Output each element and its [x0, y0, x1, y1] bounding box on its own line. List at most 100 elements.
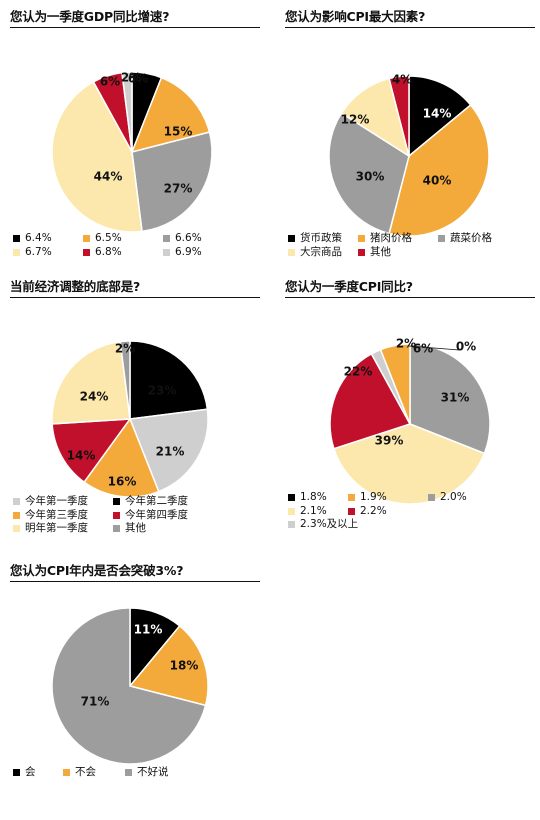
pie-slice-2 — [130, 76, 211, 154]
legend-item: 2.1% — [288, 505, 348, 519]
slice-data-label: 14% — [67, 449, 96, 463]
pie-slice-4 — [51, 80, 143, 233]
legend-row: 明年第一季度 其他 — [13, 522, 258, 536]
legend: 今年第一季度 今年第二季度 今年第三季度 今年第四季度 明年第一季度 其他 — [13, 495, 258, 536]
legend-item: 明年第一季度 — [13, 522, 113, 536]
legend-label: 不好说 — [137, 766, 169, 778]
pie-slice-3 — [83, 417, 160, 498]
pie-slice-2 — [388, 103, 490, 237]
slice-data-label: 30% — [356, 170, 385, 184]
slice-data-label: 14% — [423, 107, 452, 121]
legend-swatch — [163, 235, 170, 243]
slice-data-label: 71% — [81, 695, 110, 709]
legend-swatch — [113, 511, 120, 519]
legend-swatch — [113, 498, 120, 506]
legend-item: 6.5% — [83, 232, 163, 246]
legend-item: 不好说 — [125, 766, 205, 780]
slice-data-label: 16% — [108, 475, 137, 489]
legend-row: 1.8% 1.9% 2.0% — [288, 491, 533, 505]
pie-slice-4 — [51, 418, 132, 484]
legend: 会 不会 不好说 — [13, 766, 258, 780]
legend-swatch — [438, 235, 445, 243]
pie-slice-3 — [131, 131, 213, 233]
legend-label: 明年第一季度 — [25, 522, 88, 534]
legend-swatch — [125, 769, 132, 777]
slice-data-label: 40% — [423, 174, 452, 188]
legend-label: 1.9% — [360, 491, 387, 503]
legend-label: 6.5% — [95, 232, 122, 244]
legend-label: 其他 — [125, 522, 146, 534]
chart-title: 当前经济调整的底部是? — [10, 276, 260, 298]
pie-slice-1 — [409, 343, 491, 455]
legend-item: 6.9% — [163, 246, 233, 260]
legend-label: 货币政策 — [300, 232, 342, 244]
legend-item: 其他 — [358, 246, 438, 260]
legend-swatch — [113, 525, 120, 533]
slice-data-label: 6% — [413, 342, 433, 356]
leader-line — [408, 345, 460, 351]
pie-chart: 11% 18% 71% — [51, 607, 209, 765]
legend-swatch — [288, 494, 295, 502]
pie-slice-3 — [329, 352, 412, 450]
slice-data-label: 27% — [164, 182, 193, 196]
legend-label: 2.2% — [360, 504, 387, 517]
slice-data-label: 2% — [121, 71, 141, 85]
legend-swatch — [348, 507, 355, 515]
legend-swatch — [83, 235, 90, 243]
pie-slice-3 — [51, 607, 207, 765]
legend-item: 6.8% — [83, 246, 163, 260]
pie-slice-6 — [119, 340, 131, 420]
slice-data-label: 6% — [100, 75, 120, 89]
legend-item: 2.3%及以上 — [288, 518, 358, 532]
chart-title: 您认为影响CPI最大因素? — [285, 6, 535, 28]
legend-label: 蔬菜价格 — [450, 232, 492, 244]
legend-swatch — [288, 235, 295, 243]
legend-swatch — [358, 235, 365, 243]
legend-item: 1.8% — [288, 491, 348, 505]
legend-label: 今年第一季度 — [25, 495, 88, 507]
legend-label: 今年第三季度 — [25, 508, 88, 521]
legend-label: 6.4% — [25, 232, 52, 244]
legend-label: 不会 — [75, 766, 96, 778]
slice-data-label: 31% — [441, 391, 470, 405]
legend-item: 蔬菜价格 — [438, 232, 518, 246]
legend-label: 会 — [25, 766, 36, 778]
slice-data-label: 21% — [156, 445, 185, 459]
slice-data-label: 23% — [148, 384, 177, 398]
legend-label: 其他 — [370, 245, 391, 258]
legend-row: 货币政策 猪肉价格 蔬菜价格 — [288, 232, 533, 246]
legend-item: 货币政策 — [288, 232, 358, 246]
legend-swatch — [13, 525, 20, 533]
pie-panel-5: 您认为CPI年内是否会突破3%? 11% 18% 71% 会 不会 不好说 — [10, 560, 260, 820]
legend-item: 不会 — [63, 766, 125, 780]
legend-label: 6.8% — [95, 245, 122, 258]
pie-slice-6 — [121, 71, 133, 153]
legend-item: 1.9% — [348, 491, 428, 505]
pie-panel-1: 您认为一季度GDP同比增速? 6% 15% 27% 44% 6% 2% 6.4% 6.5% 6.6… — [10, 6, 260, 266]
slice-data-label: 4% — [392, 73, 412, 87]
legend-item: 其他 — [113, 522, 223, 536]
pie-slice-5 — [379, 343, 411, 425]
legend-swatch — [348, 494, 355, 502]
slice-data-label: 22% — [344, 365, 373, 379]
legend-swatch — [63, 769, 70, 777]
pie-panel-2: 您认为影响CPI最大因素? 14% 40% 30% 12% 4% 货币政策 猪肉价格 蔬菜价格大… — [285, 6, 535, 266]
legend-row: 2.1% 2.2% — [288, 505, 533, 519]
slice-data-label: 11% — [134, 623, 163, 637]
pie-panel-3: 当前经济调整的底部是? 23% 21% 16% 14% 24% 2% 今年第一季度 今年第二季度… — [10, 276, 260, 536]
legend-swatch — [13, 498, 20, 506]
legend-row: 大宗商品 其他 — [288, 246, 533, 260]
legend-label: 今年第四季度 — [125, 508, 188, 521]
legend-swatch — [13, 235, 20, 243]
pie-slice-4 — [340, 77, 411, 158]
pie-slice-5 — [388, 75, 410, 157]
slice-data-label: 6% — [128, 72, 148, 86]
legend-swatch — [358, 248, 365, 256]
legend-item: 今年第三季度 — [13, 509, 113, 523]
legend-label: 6.7% — [25, 245, 52, 258]
legend: 6.4% 6.5% 6.6% 6.7% 6.8% 6.9% — [13, 232, 258, 259]
legend-row: 6.7% 6.8% 6.9% — [13, 246, 258, 260]
legend-item: 大宗商品 — [288, 246, 358, 260]
legend-swatch — [163, 248, 170, 256]
slice-data-label: 2% — [115, 342, 135, 356]
